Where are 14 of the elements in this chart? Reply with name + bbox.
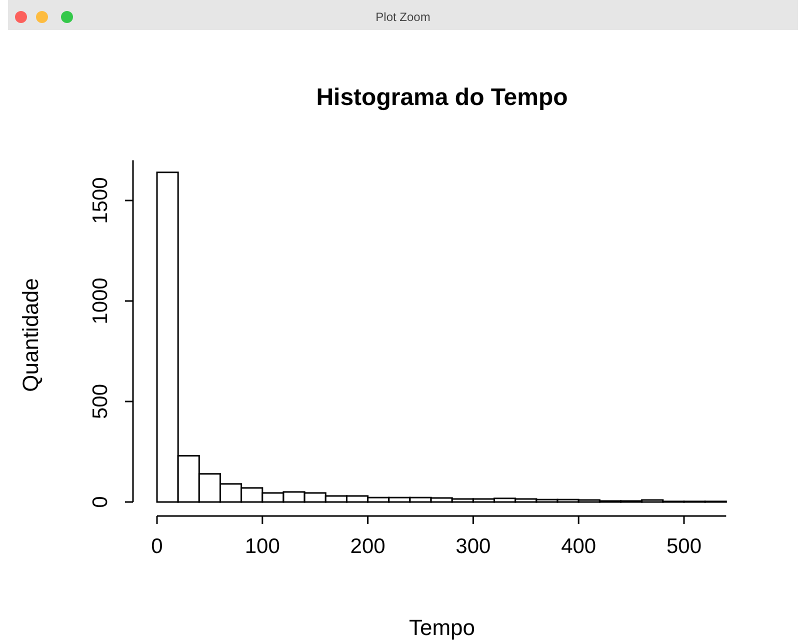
y-tick-label: 500 xyxy=(89,384,112,420)
x-tick-label: 200 xyxy=(350,535,386,558)
x-tick-label: 100 xyxy=(244,535,280,558)
y-axis-title: Quantidade xyxy=(18,278,43,392)
x-tick-label: 0 xyxy=(151,535,163,558)
y-tick-label: 0 xyxy=(89,496,112,508)
x-tick-label: 500 xyxy=(666,535,702,558)
x-tick-label: 400 xyxy=(561,535,596,558)
y-tick-label: 1000 xyxy=(89,278,112,324)
text: Plot Zoom xyxy=(376,10,430,24)
y-tick-label: 1500 xyxy=(89,177,112,224)
x-axis-title: Tempo xyxy=(408,615,476,640)
chart-title: Histograma do Tempo xyxy=(316,84,568,111)
x-tick-label: 300 xyxy=(456,535,491,558)
